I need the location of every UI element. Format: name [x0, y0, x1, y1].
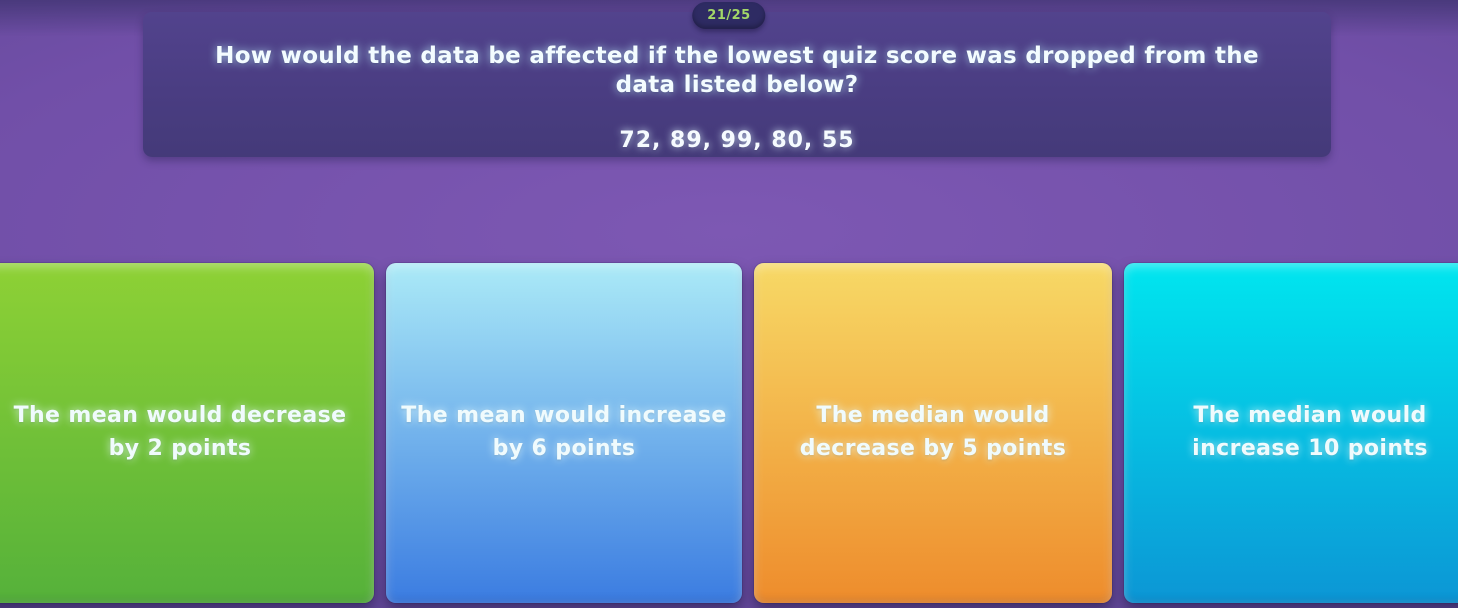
answer-text-line: decrease by 5 points	[799, 436, 1067, 461]
answer-card-median-increase[interactable]: The median would increase 10 points	[1124, 263, 1458, 603]
answer-text-line: The mean would decrease	[13, 403, 347, 429]
answer-text-line: The mean would increase	[401, 403, 727, 429]
answer-text-line: by 2 points	[108, 436, 252, 461]
answer-card-mean-decrease[interactable]: The mean would decrease by 2 points	[0, 263, 374, 603]
progress-badge: 21/25	[692, 2, 766, 29]
answer-text-line: The median would	[1193, 403, 1427, 429]
question-data-values: 72, 89, 99, 80, 55	[619, 127, 855, 153]
answer-text-line: by 6 points	[492, 436, 636, 461]
answer-card-median-decrease[interactable]: The median would decrease by 5 points	[754, 263, 1112, 603]
question-panel: How would the data be affected if the lo…	[143, 12, 1331, 157]
answer-text-line: The median would	[816, 403, 1050, 429]
answer-options-row: The mean would decrease by 2 points The …	[0, 263, 1458, 603]
question-text: How would the data be affected if the lo…	[215, 43, 1259, 98]
answer-card-mean-increase[interactable]: The mean would increase by 6 points	[386, 263, 742, 603]
answer-text-line: increase 10 points	[1192, 436, 1428, 461]
